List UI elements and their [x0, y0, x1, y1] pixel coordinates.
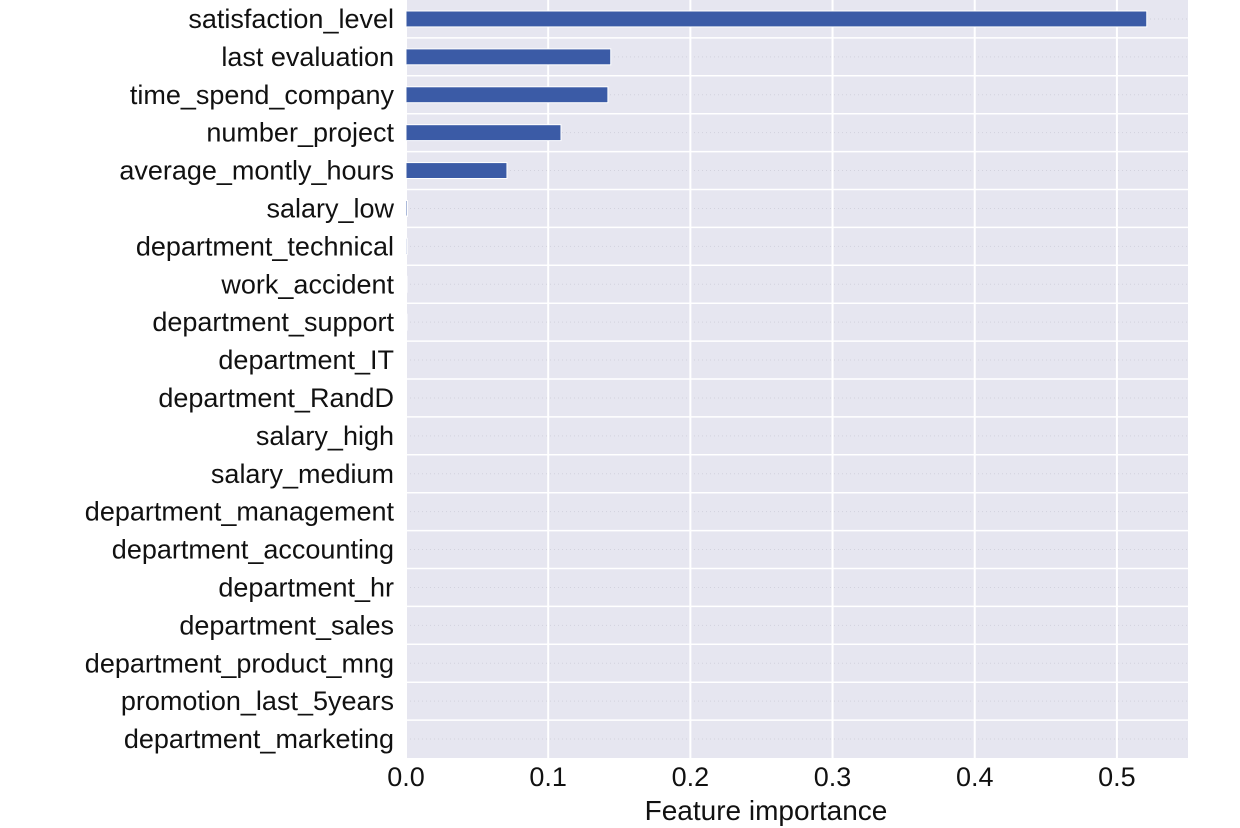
category-label: number_project [206, 118, 394, 148]
category-label: satisfaction_level [188, 4, 394, 34]
category-label: promotion_last_5years [121, 686, 394, 716]
category-label: department_technical [136, 231, 394, 261]
category-label: department_marketing [124, 724, 394, 754]
category-label: department_sales [179, 610, 394, 640]
category-label: department_support [152, 307, 394, 337]
x-tick-label: 0.2 [672, 762, 710, 792]
bar-satisfaction_level [405, 10, 1148, 28]
grid-lines [405, 0, 1188, 758]
bar-work_accident [405, 275, 408, 293]
category-label: average_montly_hours [119, 156, 394, 186]
bar-average_montly_hours [405, 162, 508, 180]
bar-salary_low [405, 199, 408, 217]
bar-number_project [405, 124, 562, 142]
bar-last evaluation [405, 48, 612, 66]
x-tick-label: 0.3 [814, 762, 852, 792]
x-tick-label: 0.0 [387, 762, 425, 792]
x-tick-label: 0.4 [956, 762, 994, 792]
category-label: department_IT [218, 345, 394, 375]
category-label: department_RandD [158, 383, 394, 413]
category-label: department_product_mng [85, 648, 394, 678]
x-tick-label: 0.5 [1098, 762, 1136, 792]
category-label: salary_high [256, 421, 394, 451]
category-label: department_hr [218, 572, 394, 602]
category-label: department_management [85, 497, 395, 527]
bars [405, 10, 1148, 331]
x-axis-label: Feature importance [645, 795, 888, 826]
bar-department_support [405, 313, 408, 331]
category-label: last evaluation [221, 42, 394, 72]
x-tick-label: 0.1 [529, 762, 567, 792]
bar-time_spend_company [405, 86, 609, 104]
category-label: department_accounting [112, 535, 394, 565]
category-label: work_accident [220, 269, 394, 299]
category-label: salary_low [266, 193, 394, 223]
x-tick-labels: 0.0 0.1 0.2 0.3 0.4 0.5 [387, 762, 1135, 792]
category-label: salary_medium [211, 459, 394, 489]
category-label: time_spend_company [130, 80, 395, 110]
bar-department_technical [405, 237, 408, 255]
